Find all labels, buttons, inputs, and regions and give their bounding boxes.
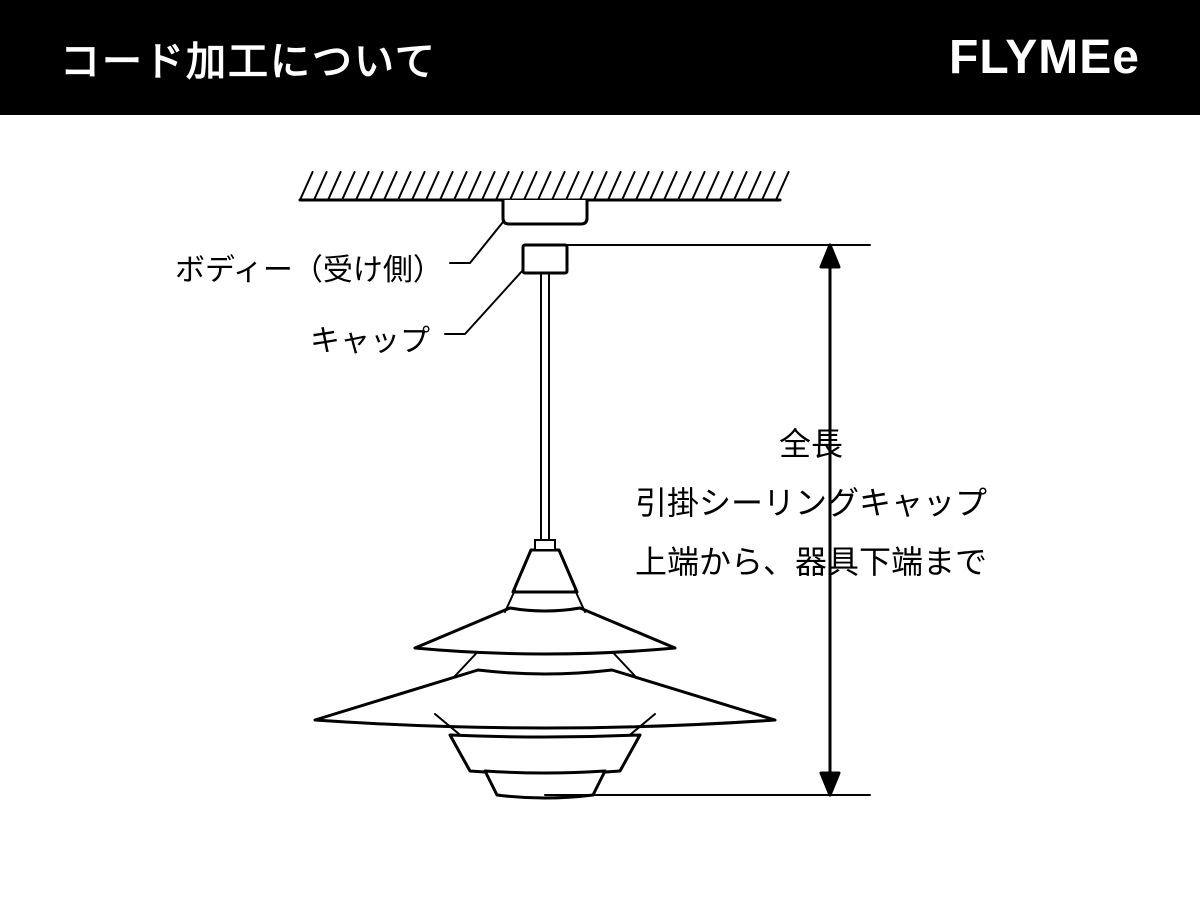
- desc-line-2: 引掛シーリングキャップ: [635, 474, 987, 533]
- header-bar: コード加工について FLYMEe: [0, 0, 1200, 115]
- lamp-diagram-svg: [0, 115, 1200, 900]
- desc-line-1: 全長: [635, 415, 987, 474]
- dimension-description: 全長 引掛シーリングキャップ 上端から、器具下端まで: [635, 415, 987, 593]
- label-body: ボディー（受け側）: [175, 245, 443, 289]
- page-title: コード加工について: [60, 29, 437, 87]
- diagram-area: ボディー（受け側） キャップ 全長 引掛シーリングキャップ 上端から、器具下端ま…: [0, 115, 1200, 900]
- label-cap: キャップ: [310, 316, 430, 360]
- desc-line-3: 上端から、器具下端まで: [635, 533, 987, 592]
- brand-logo: FLYMEe: [949, 30, 1140, 85]
